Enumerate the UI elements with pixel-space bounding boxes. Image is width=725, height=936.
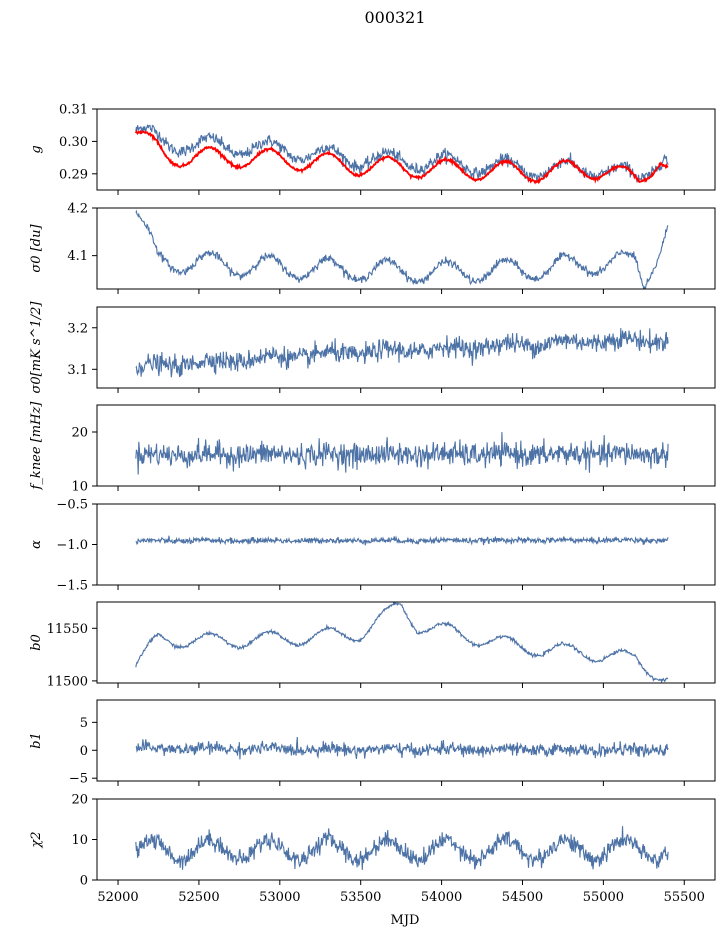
y-axis-label-sigma0-mk: σ0[mK s^1/2] — [29, 301, 44, 394]
series-line-chi2-0 — [135, 826, 669, 870]
axes-frame-g — [96, 108, 716, 191]
panel-chi2: 0 10 20 χ2 — [29, 793, 716, 889]
axes-frame-b0 — [96, 601, 716, 684]
y-tick-label-g: 0.31 — [59, 103, 88, 118]
series-line-g-1 — [134, 129, 669, 185]
x-tick-label: 55000 — [583, 890, 624, 905]
y-tick-label-g: 0.29 — [59, 167, 88, 182]
axes-frame-fknee — [96, 404, 716, 487]
x-tick-label: 52500 — [178, 890, 219, 905]
y-tick-label-chi2: 20 — [71, 793, 88, 808]
series-line-alpha-0 — [135, 535, 669, 546]
y-tick-label-sigma0-du: 4.1 — [67, 249, 88, 264]
y-tick-label-b1: 5 — [80, 716, 88, 731]
axes-frame-alpha — [96, 503, 716, 586]
y-tick-label-b0: 11550 — [47, 622, 88, 637]
y-tick-label-b1: 0 — [80, 744, 88, 759]
y-tick-label-fknee: 20 — [71, 426, 88, 441]
y-tick-label-b0: 11500 — [47, 674, 88, 689]
series-line-sigma0-mk-0 — [135, 328, 669, 378]
y-axis-label-sigma0-du: σ0 [du] — [29, 224, 44, 273]
y-tick-label-sigma0-mk: 3.2 — [67, 321, 88, 336]
x-tick-label: 54000 — [421, 890, 462, 905]
axes-frame-b1 — [96, 699, 716, 782]
y-axis-label-b0: b0 — [29, 634, 44, 651]
y-tick-label-alpha: −1.0 — [56, 538, 88, 553]
panel-fknee: 10 20 f_knee [mHz] — [29, 401, 716, 495]
y-tick-label-sigma0-mk: 3.1 — [67, 363, 88, 378]
series-line-sigma0-du-0 — [135, 209, 669, 289]
y-tick-label-sigma0-du: 4.2 — [67, 202, 88, 217]
y-tick-label-chi2: 10 — [71, 833, 88, 848]
y-tick-label-fknee: 10 — [71, 480, 88, 495]
x-tick-label: 53500 — [340, 890, 381, 905]
series-line-fknee-0 — [135, 432, 669, 475]
y-tick-label-g: 0.30 — [59, 135, 88, 150]
x-tick-label: 52000 — [97, 890, 138, 905]
y-tick-label-alpha: −1.5 — [56, 579, 88, 594]
y-axis-label-chi2: χ2 — [29, 831, 44, 848]
y-tick-label-alpha: −0.5 — [56, 498, 88, 513]
panel-sigma0-du: 4.1 4.2 σ0 [du] — [29, 202, 716, 294]
series-line-b0-0 — [135, 602, 669, 683]
y-axis-label-alpha: α — [29, 540, 44, 549]
x-tick-label: 54500 — [502, 890, 543, 905]
y-axis-label-fknee: f_knee [mHz] — [29, 401, 44, 491]
series-line-g-0 — [135, 124, 669, 183]
y-tick-label-chi2: 0 — [80, 874, 88, 889]
x-tick-label: 55500 — [664, 890, 705, 905]
y-axis-label-g: g — [29, 145, 44, 153]
panel-b1: −5 0 5 b1 — [29, 699, 716, 787]
axes-frame-sigma0-mk — [96, 306, 716, 389]
figure-title: 000321 — [364, 8, 425, 27]
panel-alpha: −1.5 −1.0 −0.5 α — [29, 498, 716, 594]
panel-g: 0.29 0.30 0.31 g — [29, 103, 716, 195]
y-tick-label-b1: −5 — [69, 772, 88, 787]
axes-frame-sigma0-du — [96, 207, 716, 290]
series-line-b1-0 — [135, 737, 669, 760]
x-axis-label: MJD — [391, 913, 420, 928]
y-axis-label-b1: b1 — [29, 732, 44, 749]
x-tick-label: 53000 — [259, 890, 300, 905]
panel-sigma0-mk: 3.1 3.2 σ0[mK s^1/2] — [29, 301, 716, 394]
